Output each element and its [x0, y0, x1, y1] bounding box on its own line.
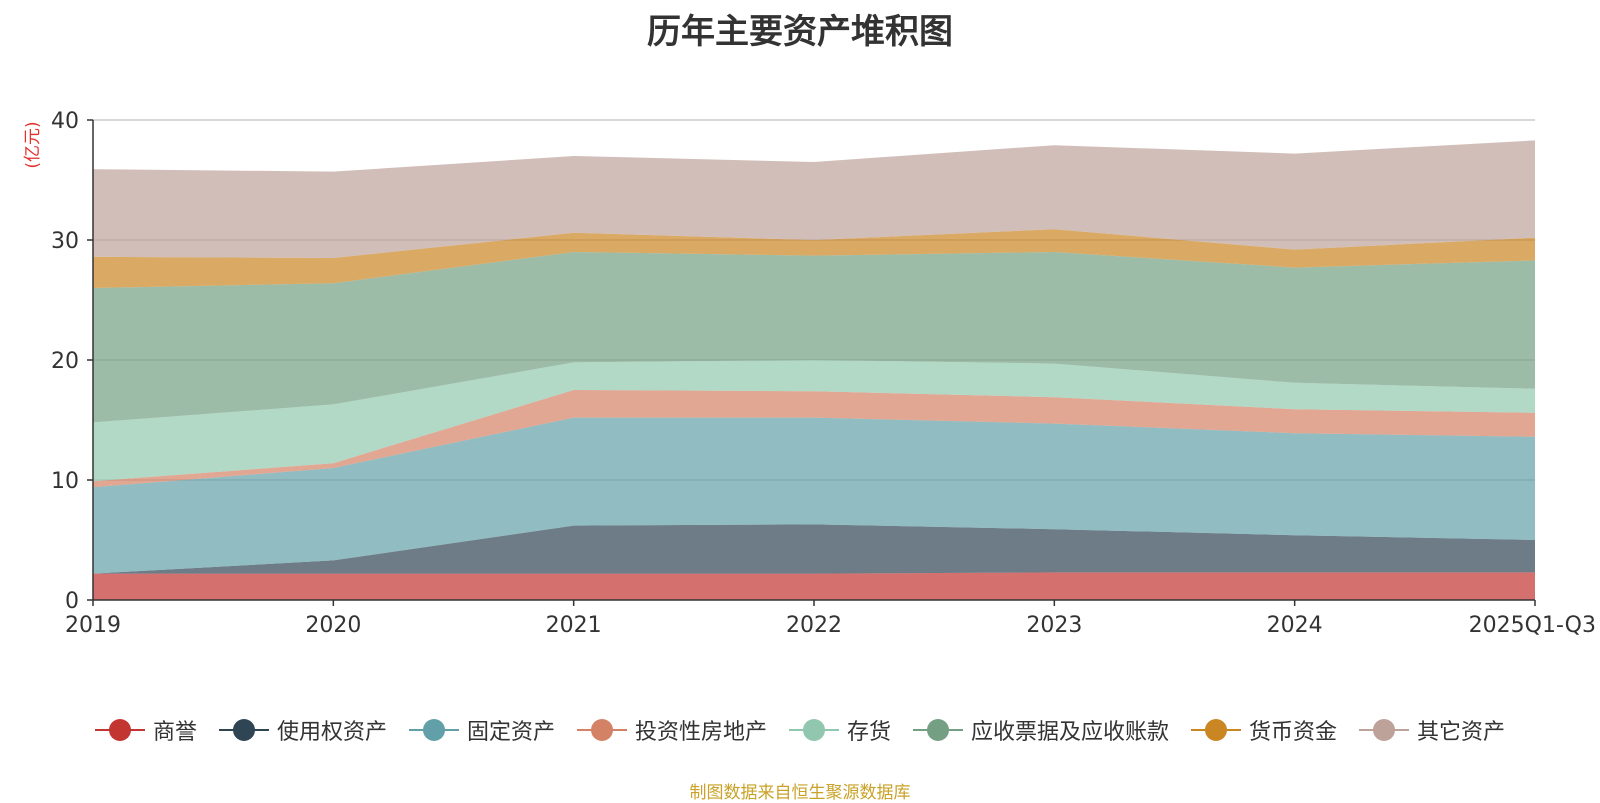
area-series-8	[93, 140, 1535, 258]
legend-item[interactable]: 固定资产	[408, 714, 555, 746]
x-tick-label: 2023	[1026, 613, 1082, 638]
x-tick-label: 2025Q1-Q3	[1469, 613, 1596, 638]
x-tick-label: 2019	[65, 613, 121, 638]
x-tick-label: 2024	[1267, 613, 1323, 638]
area-series-6	[93, 252, 1535, 423]
stacked-area-chart: 0 10 20 30 40 2019 2020 2021 2022 2023 2024 2025Q1-…	[23, 109, 1596, 638]
legend-label: 货币资金	[1249, 720, 1338, 745]
legend-marker-icon	[913, 718, 964, 742]
area-series-1	[93, 572, 1535, 600]
legend-label: 商誉	[152, 720, 197, 745]
y-tick-label: 40	[51, 109, 79, 134]
legend-label: 应收票据及应收账款	[971, 720, 1170, 745]
source-note: 制图数据来自恒生聚源数据库	[689, 783, 911, 803]
legend-item[interactable]: 货币资金	[1191, 714, 1337, 746]
legend-label: 其它资产	[1417, 720, 1506, 745]
area-series	[93, 140, 1535, 600]
legend-marker-icon	[218, 718, 269, 742]
legend-item[interactable]: 其它资产	[1359, 714, 1505, 746]
y-tick-label: 20	[51, 349, 79, 374]
y-tick-label: 30	[51, 229, 79, 254]
area-series-4	[93, 390, 1535, 488]
x-tick-label: 2020	[305, 613, 361, 638]
area-series-3	[93, 417, 1535, 574]
legend-marker-icon	[408, 718, 459, 742]
x-tick-label: 2022	[786, 613, 842, 638]
legend-marker-icon	[1191, 718, 1242, 742]
y-tick-label: 10	[51, 469, 79, 494]
area-series-2	[93, 524, 1535, 574]
legend-marker-icon	[94, 718, 145, 742]
legend-item[interactable]: 投资性房地产	[576, 714, 767, 746]
area-series-5	[93, 360, 1535, 482]
legend-item[interactable]: 应收票据及应收账款	[913, 714, 1169, 746]
x-tick-label: 2021	[546, 613, 602, 638]
chart-title: 历年主要资产堆积图	[647, 12, 953, 52]
area-series-7	[93, 229, 1535, 288]
legend-label: 使用权资产	[276, 720, 387, 745]
y-tick-label: 0	[65, 589, 79, 614]
legend-label: 存货	[847, 720, 892, 745]
legend-label: 固定资产	[466, 720, 555, 745]
legend-marker-icon	[1359, 718, 1410, 742]
legend-marker-icon	[576, 718, 627, 742]
legend-label: 投资性房地产	[634, 720, 767, 745]
y-axis-label: (亿元)	[23, 121, 43, 168]
legend: 商誉 使用权资产 固定资产 投资性房地产 存货 应收票据及应收账款 货币资金 其它资产	[0, 714, 1600, 746]
axes: 0 10 20 30 40 2019 2020 2021 2022 2023 2024 2025Q1-…	[51, 109, 1596, 638]
legend-item[interactable]: 使用权资产	[218, 714, 387, 746]
legend-marker-icon	[789, 718, 839, 742]
legend-item[interactable]: 商誉	[94, 714, 197, 746]
legend-item[interactable]: 存货	[789, 714, 891, 746]
